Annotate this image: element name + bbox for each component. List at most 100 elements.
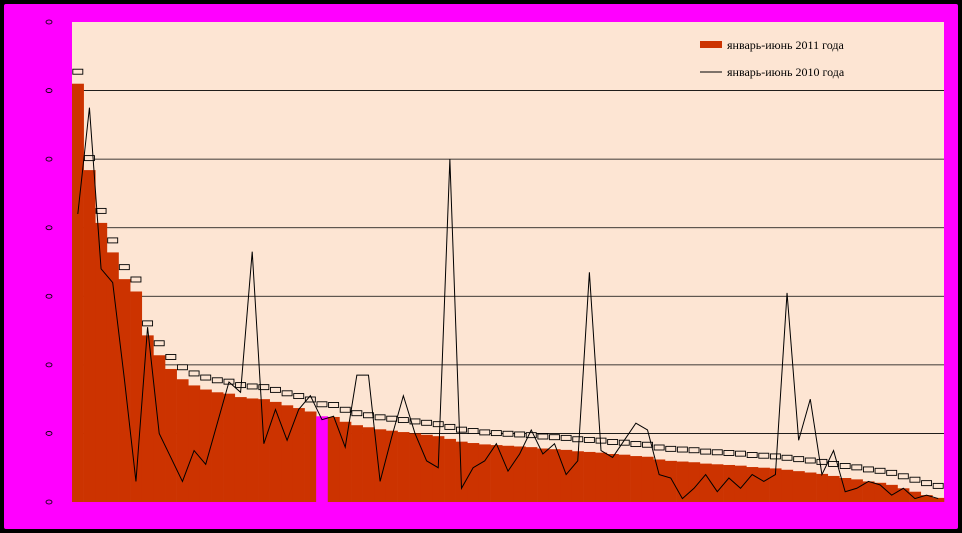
data-label-marker xyxy=(200,374,212,381)
data-label-marker xyxy=(456,426,467,433)
data-label-marker xyxy=(293,393,305,400)
data-label-marker xyxy=(270,386,281,393)
bar xyxy=(72,83,84,503)
data-label-marker xyxy=(328,402,340,408)
data-label-marker xyxy=(746,452,758,458)
data-label-marker xyxy=(479,429,491,436)
legend: январь-июнь 2011 года январь-июнь 2010 г… xyxy=(700,38,845,79)
y-tick-mark xyxy=(45,225,53,231)
data-label-marker xyxy=(816,458,828,465)
bar xyxy=(827,475,840,502)
y-tick-mark xyxy=(45,293,53,299)
data-label-marker xyxy=(793,456,805,463)
bar xyxy=(769,468,782,502)
bar xyxy=(234,397,247,502)
bar xyxy=(118,279,131,502)
data-label-marker xyxy=(165,354,177,360)
bar xyxy=(734,465,747,502)
bar xyxy=(816,473,829,502)
data-label-marker xyxy=(258,384,270,391)
data-label-marker xyxy=(421,419,433,426)
bar xyxy=(292,408,305,502)
bar xyxy=(909,491,922,502)
bar xyxy=(165,368,177,502)
data-label-marker xyxy=(700,448,712,455)
data-label-marker xyxy=(502,430,514,437)
data-label-marker xyxy=(653,444,665,451)
bar xyxy=(467,443,480,502)
data-label-marker xyxy=(351,410,363,417)
bar xyxy=(513,446,526,502)
data-label-marker xyxy=(560,434,572,441)
bar xyxy=(362,427,375,502)
data-label-marker xyxy=(363,412,374,419)
data-label-marker xyxy=(769,453,781,460)
bar xyxy=(478,444,491,502)
data-label-marker xyxy=(758,452,770,459)
data-label-marker xyxy=(804,457,816,464)
data-label-marker xyxy=(118,264,130,271)
data-label-marker xyxy=(537,433,549,440)
data-label-marker xyxy=(386,415,398,422)
data-label-marker xyxy=(525,432,537,439)
data-label-marker xyxy=(83,155,95,162)
data-label-marker xyxy=(432,421,444,428)
data-label-marker xyxy=(572,436,584,443)
data-label-marker xyxy=(932,482,944,489)
bar xyxy=(746,467,759,502)
data-label-marker xyxy=(851,464,863,471)
data-label-marker xyxy=(142,320,154,327)
bar xyxy=(548,449,561,502)
data-label-marker xyxy=(828,460,839,467)
data-label-marker xyxy=(897,473,909,480)
data-label-marker xyxy=(467,428,479,434)
bar xyxy=(316,416,329,502)
data-label-marker xyxy=(909,476,921,483)
bar xyxy=(606,454,619,502)
bar xyxy=(281,405,294,502)
bar xyxy=(374,429,387,502)
data-label-marker xyxy=(246,383,258,390)
data-label-marker xyxy=(281,390,293,397)
bar xyxy=(269,401,282,502)
data-label-marker xyxy=(188,370,200,377)
y-tick-mark xyxy=(45,499,53,505)
bar xyxy=(595,452,608,502)
data-label-marker xyxy=(862,466,874,473)
legend-label-line: январь-июнь 2010 года xyxy=(727,65,845,79)
y-tick-mark xyxy=(45,431,53,436)
bar xyxy=(781,469,794,502)
bar xyxy=(641,456,654,502)
data-label-marker xyxy=(921,480,933,487)
data-label-marker xyxy=(153,340,165,347)
data-label-marker xyxy=(595,437,607,444)
bar xyxy=(839,478,852,502)
data-label-marker xyxy=(304,396,316,403)
data-label-marker xyxy=(688,447,700,454)
bar xyxy=(420,434,433,502)
line-series xyxy=(77,107,939,500)
bar xyxy=(885,484,898,502)
bar xyxy=(699,463,712,502)
bar xyxy=(141,335,154,502)
data-label-marker xyxy=(397,417,409,424)
data-label-marker xyxy=(711,449,723,456)
bar xyxy=(862,481,875,502)
data-label-marker xyxy=(676,446,688,453)
bar xyxy=(688,462,701,502)
bar-series xyxy=(72,68,945,503)
bar xyxy=(792,471,805,502)
bar xyxy=(571,451,584,502)
data-label-marker xyxy=(316,401,328,408)
data-label-marker xyxy=(95,207,107,214)
bar xyxy=(385,430,398,502)
data-label-marker xyxy=(176,364,188,371)
y-tick-mark xyxy=(45,19,53,25)
bar xyxy=(83,170,96,503)
bar xyxy=(618,454,631,502)
data-label-marker xyxy=(374,414,386,421)
y-tick-mark xyxy=(45,156,53,162)
data-label-marker xyxy=(583,436,595,443)
bar xyxy=(153,355,166,502)
y-axis-ticks xyxy=(45,19,53,505)
